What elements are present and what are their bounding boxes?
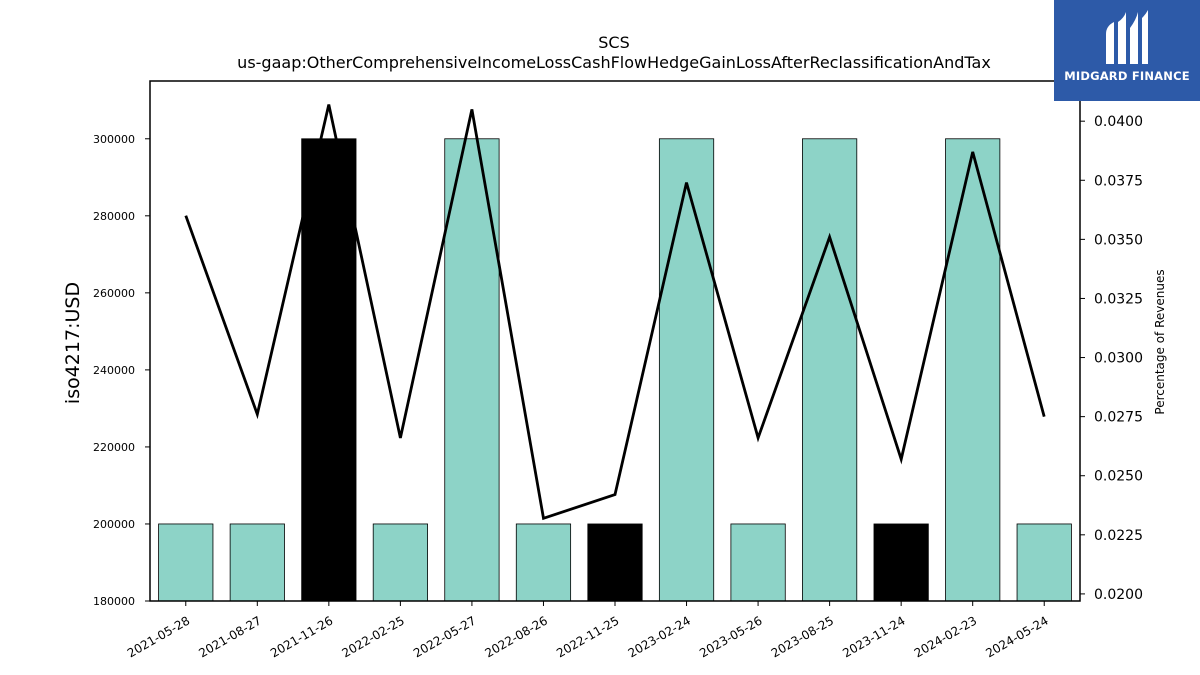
chart-title: SCS xyxy=(598,33,629,52)
x-tick-label: 2022-02-25 xyxy=(339,613,406,660)
bar-2022-02-25 xyxy=(372,523,428,602)
x-tick-label: 2022-11-25 xyxy=(554,613,621,660)
y-tick-label: 240000 xyxy=(93,364,135,377)
bar-2022-08-26 xyxy=(515,523,572,602)
y2-axis-label: Percentage of Revenues xyxy=(1153,269,1167,414)
x-tick-label: 2022-08-26 xyxy=(483,613,550,660)
bar-2023-02-24 xyxy=(658,138,715,602)
y-tick-label: 180000 xyxy=(93,595,135,608)
logo-mark-icon xyxy=(1106,10,1148,64)
bar-2021-05-28 xyxy=(158,523,214,602)
x-tick-label: 2023-05-26 xyxy=(697,613,764,660)
x-tick-label: 2023-11-24 xyxy=(840,613,907,660)
logo-text: MIDGARD FINANCE xyxy=(1064,69,1190,83)
plot-frame xyxy=(149,80,1081,602)
chart-subtitle: us-gaap:OtherComprehensiveIncomeLossCash… xyxy=(237,53,991,72)
y2-tick-label: 0.0275 xyxy=(1094,410,1143,426)
bar-2021-11-26 xyxy=(301,138,357,602)
bar-2024-05-24 xyxy=(1016,523,1072,602)
x-tick-label: 2022-05-27 xyxy=(411,613,478,660)
y2-tick-label: 0.0250 xyxy=(1094,469,1143,485)
y2-tick-label: 0.0375 xyxy=(1094,173,1143,189)
y-tick-label: 220000 xyxy=(93,441,135,454)
y2-tick-label: 0.0225 xyxy=(1094,528,1143,544)
y2-tick-label: 0.0350 xyxy=(1094,232,1143,248)
x-tick-label: 2021-05-28 xyxy=(125,613,192,660)
x-tick-label: 2024-05-24 xyxy=(983,613,1050,660)
y-tick-label: 200000 xyxy=(93,518,135,531)
bar-2023-11-24 xyxy=(873,523,929,602)
bar-2021-08-27 xyxy=(229,523,285,602)
x-tick-label: 2021-11-26 xyxy=(268,613,335,660)
y2-tick-label: 0.0200 xyxy=(1094,587,1143,603)
bar-2023-08-25 xyxy=(802,138,858,602)
y-tick-label: 260000 xyxy=(93,287,135,300)
x-tick-label: 2023-02-24 xyxy=(626,613,693,660)
y-axis-label: iso4217:USD xyxy=(62,282,84,404)
x-tick-label: 2024-02-23 xyxy=(912,613,979,660)
y-tick-label: 280000 xyxy=(93,210,135,223)
y2-tick-label: 0.0325 xyxy=(1094,291,1143,307)
bar-2023-05-26 xyxy=(730,523,786,602)
bar-series xyxy=(158,138,1072,602)
bar-2024-02-23 xyxy=(945,138,1001,602)
x-tick-label: 2023-08-25 xyxy=(769,613,836,660)
x-tick-label: 2021-08-27 xyxy=(196,613,263,660)
y-tick-label: 300000 xyxy=(93,133,135,146)
y2-tick-label: 0.0300 xyxy=(1094,351,1143,367)
bar-2022-11-25 xyxy=(587,523,643,602)
y2-tick-label: 0.0400 xyxy=(1094,114,1143,130)
bar-2022-05-27 xyxy=(444,138,500,602)
line-series xyxy=(184,104,1046,521)
midgard-finance-logo: MIDGARD FINANCE xyxy=(1054,0,1200,101)
